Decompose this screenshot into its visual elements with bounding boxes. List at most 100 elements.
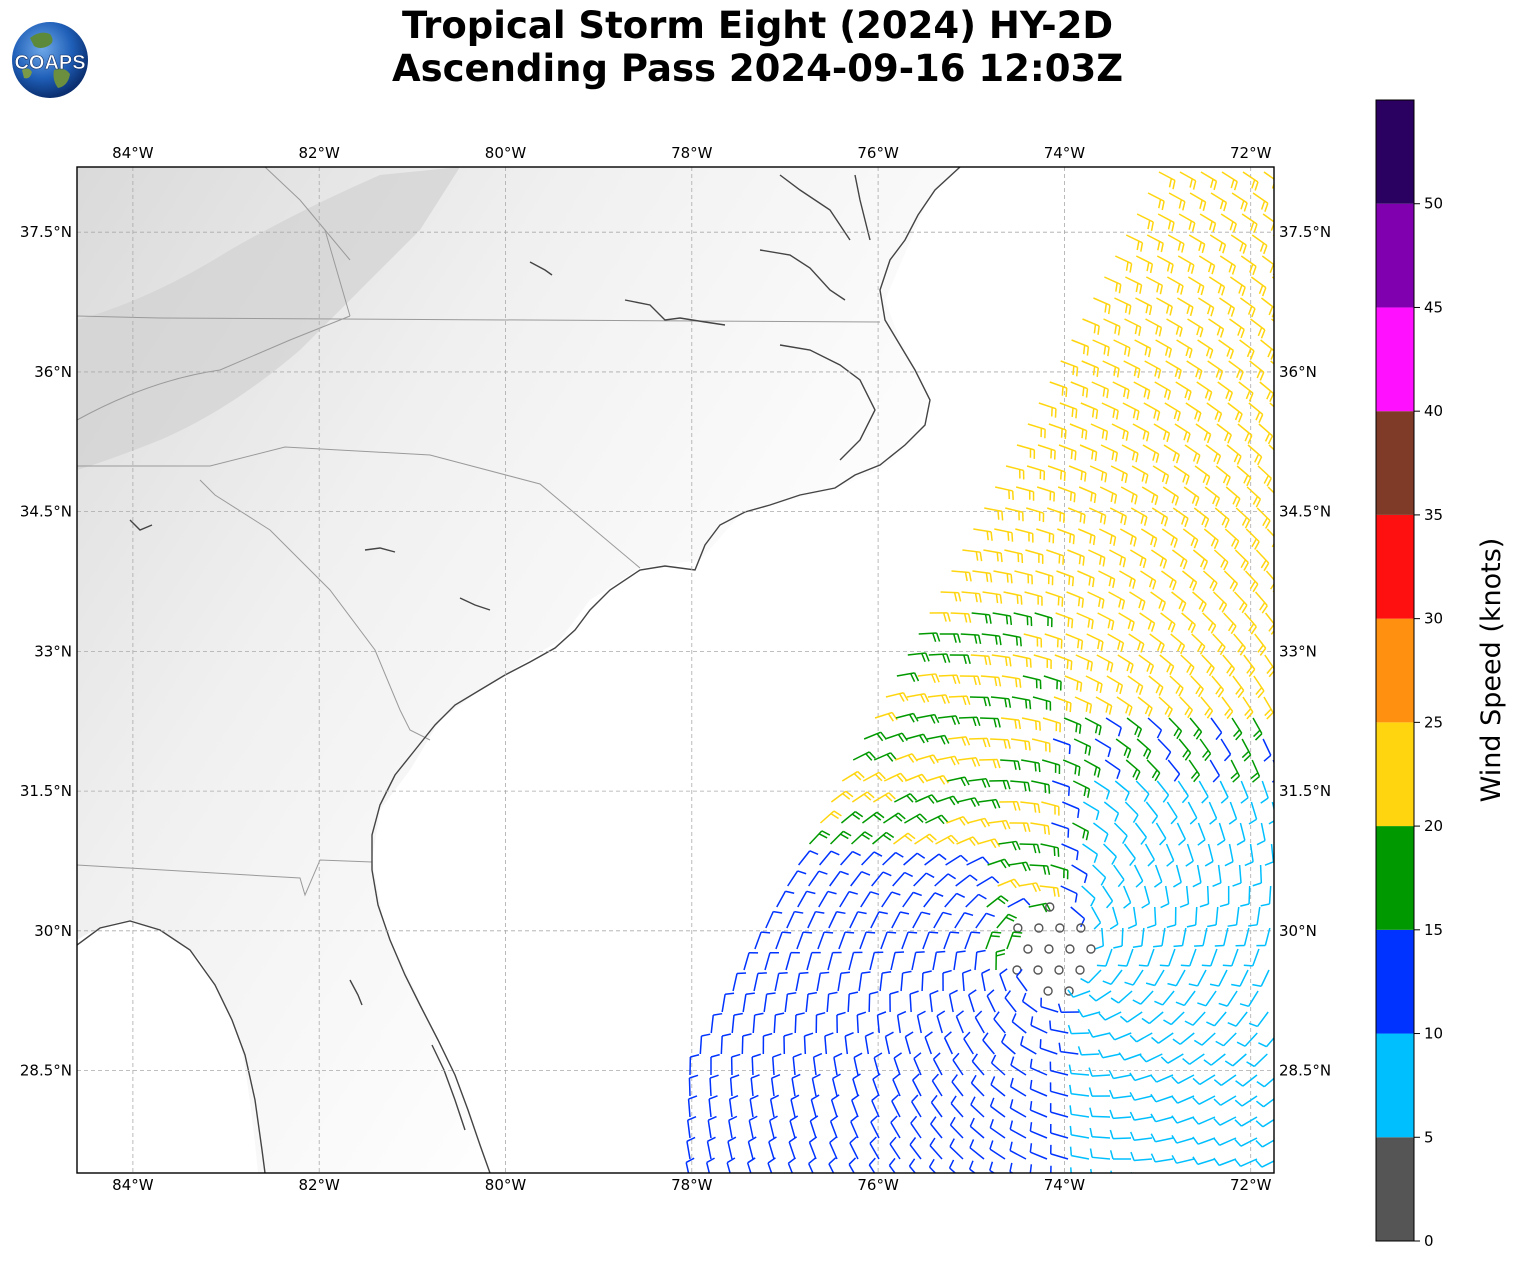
wind-barb (1204, 486, 1221, 507)
wind-barb (1046, 549, 1065, 565)
wind-barb (990, 738, 1011, 749)
wind-barb (1010, 780, 1031, 792)
wind-barb (1094, 738, 1112, 758)
wind-barb (1236, 822, 1246, 846)
wind-barb (1188, 969, 1207, 987)
wind-barb (1064, 986, 1074, 996)
wind-barb (1086, 944, 1096, 954)
wind-barb (879, 971, 892, 992)
wind-barb (1192, 1156, 1216, 1166)
wind-barb (1156, 780, 1170, 803)
lat-tick-label-right: 30°N (1279, 922, 1317, 940)
wind-barb (957, 797, 980, 807)
wind-barb (1193, 1177, 1215, 1185)
wind-barb (1038, 402, 1057, 418)
wind-barb (1243, 948, 1260, 967)
wind-barb (812, 1052, 823, 1076)
wind-barb (858, 971, 871, 992)
wind-barb (1180, 948, 1197, 967)
colorbar-tick-label: 20 (1424, 817, 1443, 835)
wind-barb (742, 992, 755, 1013)
wind-barb (1243, 654, 1256, 677)
wind-barb (952, 1052, 964, 1076)
wind-barb (956, 836, 980, 847)
wind-barb (1020, 1036, 1037, 1055)
wind-barb (1076, 923, 1086, 933)
wind-barb (1045, 591, 1064, 607)
wind-barb (1133, 381, 1151, 400)
wind-barb (1263, 696, 1274, 720)
wind-barb (902, 891, 922, 908)
wind-barb (1108, 1070, 1132, 1080)
wind-barb (1170, 633, 1186, 655)
wind-barb (1068, 465, 1087, 482)
wind-barb (1075, 965, 1085, 975)
wind-barb (770, 1073, 781, 1097)
wind-barb (774, 972, 788, 992)
wind-barb (981, 968, 991, 992)
wind-barb (819, 810, 842, 824)
wind-barb (1114, 780, 1130, 802)
wind-barb (830, 790, 854, 803)
wind-barb (1125, 276, 1143, 294)
wind-barb (1125, 759, 1141, 781)
wind-barb (1130, 549, 1147, 569)
wind-barb (901, 931, 918, 950)
wind-barb (1147, 192, 1165, 211)
wind-barb (1177, 297, 1194, 317)
wind-barb (808, 1136, 818, 1160)
wind-barb (1171, 1154, 1195, 1164)
lon-tick-label-top: 76°W (857, 144, 899, 162)
wind-barb (1196, 381, 1213, 401)
wind-barb (911, 951, 925, 971)
wind-barb (993, 1011, 1006, 1034)
wind-barb (856, 1011, 867, 1034)
wind-barb (1213, 591, 1228, 613)
colorbar-bin (1376, 1137, 1414, 1241)
wind-barb (1180, 654, 1195, 676)
wind-barb (1048, 423, 1067, 440)
wind-barb (1049, 1123, 1069, 1139)
wind-barb (838, 931, 855, 950)
wind-barb (903, 852, 926, 866)
wind-barb (1129, 1131, 1153, 1141)
wind-barb (1244, 843, 1254, 867)
wind-barb (1132, 927, 1145, 949)
wind-barb (1231, 969, 1249, 987)
wind-barb (1173, 864, 1182, 888)
wind-barb (827, 951, 842, 971)
wind-barb (1246, 486, 1262, 508)
wind-barb (805, 991, 818, 1013)
wind-barb (1034, 612, 1053, 628)
wind-barb (862, 771, 886, 782)
wind-barb (1185, 843, 1194, 867)
wind-barb (1069, 1084, 1090, 1097)
colorbar-tick-label: 15 (1424, 921, 1443, 939)
wind-barb (1150, 591, 1167, 612)
wind-barb (792, 1053, 802, 1076)
wind-barb (1122, 885, 1132, 909)
wind-barb (831, 1073, 841, 1097)
wind-barb (1098, 528, 1117, 546)
wind-barb (1096, 948, 1113, 967)
wind-barb (1185, 402, 1202, 422)
wind-barb (1029, 1079, 1048, 1097)
wind-barb (829, 1115, 839, 1139)
wind-barb (936, 1010, 946, 1034)
wind-barb (1000, 717, 1021, 730)
wind-barb (1241, 213, 1258, 233)
wind-barb (1069, 1146, 1090, 1160)
wind-barb (1004, 549, 1024, 564)
wind-barbs (685, 171, 1274, 1185)
wind-barb (1009, 1141, 1027, 1160)
wind-barb (924, 853, 947, 866)
wind-barb (1151, 507, 1169, 527)
wind-barb (1132, 990, 1154, 1005)
colorbar-tick-label: 50 (1424, 195, 1443, 213)
globe-icon (12, 22, 88, 98)
wind-barb (893, 1052, 903, 1076)
wind-barb (788, 1136, 798, 1160)
wind-barb (1124, 969, 1144, 986)
wind-barb (808, 830, 831, 845)
wind-barb (991, 654, 1012, 667)
